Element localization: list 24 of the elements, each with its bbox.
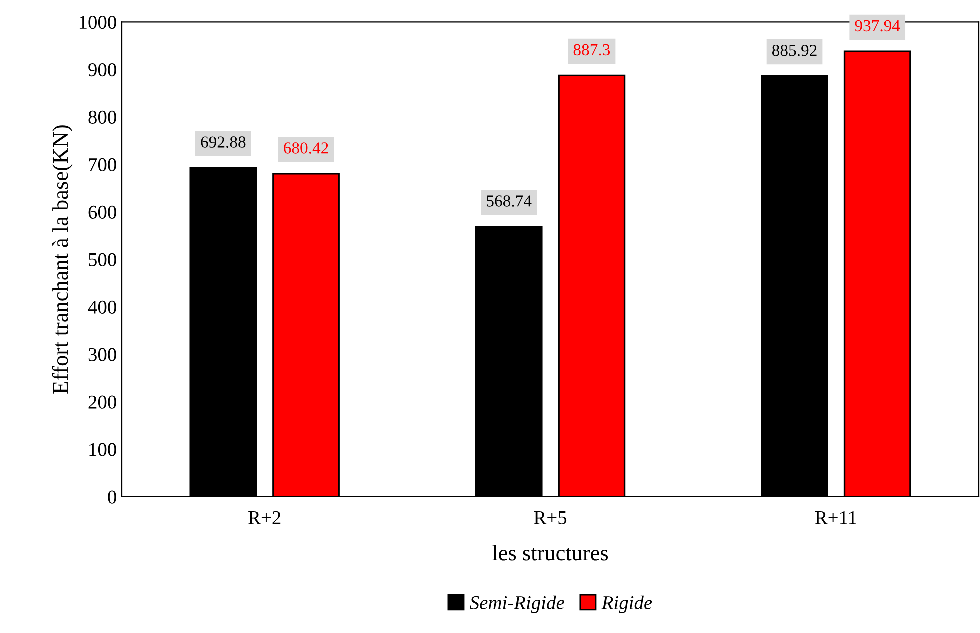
y-tick-label: 0 (108, 490, 116, 504)
data-label: 887.3 (574, 44, 610, 56)
y-tick-label: 400 (88, 300, 116, 314)
y-tick-label: 900 (88, 63, 116, 77)
x-tick-label: R+11 (815, 511, 856, 524)
legend-label: Rigide (602, 596, 652, 614)
y-axis-title: Effort tranchant à la base(KN) (52, 126, 73, 394)
legend-label: Semi-Rigide (470, 596, 564, 614)
x-axis-title: les structures (492, 545, 608, 561)
y-tick-label: 500 (89, 253, 116, 266)
data-label: 692.88 (201, 136, 246, 148)
y-tick-label: 700 (89, 158, 116, 172)
data-label: 568.74 (487, 196, 532, 207)
x-tick-label: R+2 (248, 511, 281, 524)
y-tick-label: 600 (88, 206, 116, 219)
y-tick-label: 300 (88, 348, 116, 362)
y-tick-label: 200 (88, 396, 116, 409)
data-label: 680.42 (284, 142, 328, 154)
data-label: 937.94 (855, 20, 900, 32)
y-tick-label: 1000 (80, 16, 116, 30)
data-label: 885.92 (772, 45, 817, 56)
y-tick-label: 800 (88, 110, 116, 124)
y-tick-label: 100 (90, 443, 116, 456)
x-tick-label: R+5 (534, 512, 567, 524)
